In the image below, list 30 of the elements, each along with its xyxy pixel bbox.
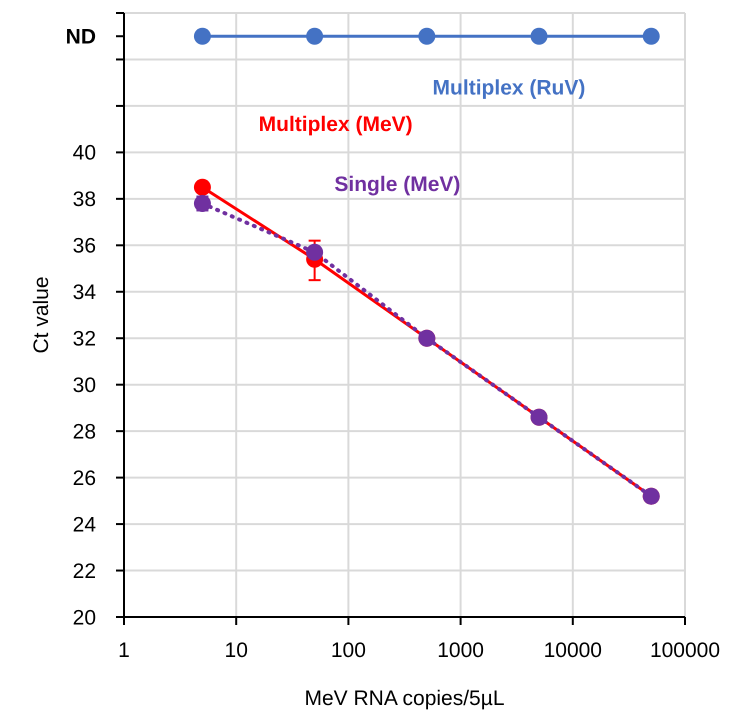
point [530, 28, 548, 45]
y-tick-label: 38 [72, 188, 96, 212]
y-axis-title: Ct value [30, 276, 53, 354]
point [306, 244, 324, 261]
point [306, 28, 324, 45]
x-tick-label: 10 [224, 639, 248, 662]
y-tick-label: 30 [72, 374, 96, 398]
text: Single (MeV) [334, 173, 460, 196]
y-tick-label: 28 [72, 420, 96, 444]
y-tick-label: 32 [72, 328, 96, 351]
x-tick-label: 10000 [544, 639, 602, 662]
y-tick-label: ND [66, 26, 96, 49]
point [418, 28, 436, 45]
y-tick-label: 24 [72, 513, 96, 536]
y-tick-label: 20 [72, 606, 96, 630]
x-tick-label: 100 [330, 639, 366, 662]
y-tick-label: 34 [72, 281, 96, 304]
y-tick-label: 36 [72, 234, 96, 258]
point [642, 28, 660, 45]
text: Multiplex (MeV) [258, 112, 413, 136]
y-tick-label: 22 [72, 560, 96, 583]
x-tick-label: 1000 [437, 639, 484, 662]
point [194, 178, 211, 196]
point [194, 28, 211, 45]
x-tick-label: 100000 [650, 639, 720, 662]
series-label: Multiplex (RuV) [432, 76, 586, 100]
y-tick-label: 40 [72, 142, 96, 165]
y-tick-label: 26 [72, 466, 96, 490]
x-axis-title: MeV RNA copies/5µL [304, 687, 505, 710]
x-tick-label: 1 [118, 639, 130, 662]
